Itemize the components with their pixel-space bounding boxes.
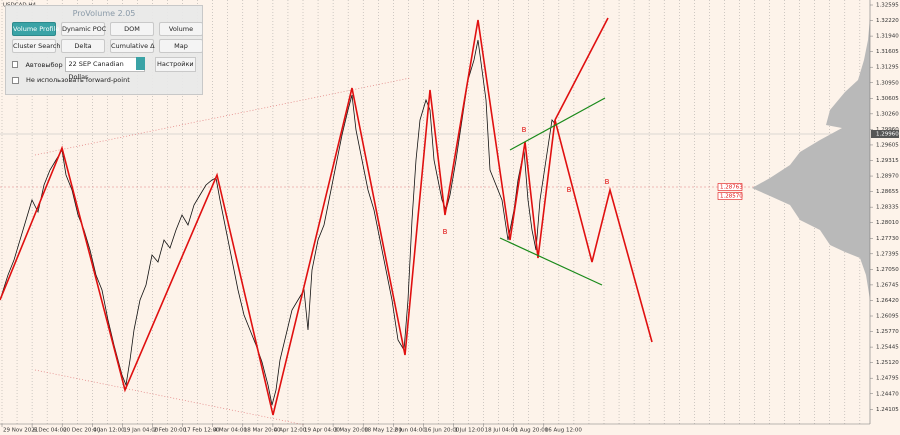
price-label: 1.26420	[876, 298, 899, 304]
panel-button[interactable]: Volume	[159, 22, 203, 36]
time-label: 1 Aug 20:00	[515, 428, 549, 434]
time-label: 19 Jan 04:00	[123, 428, 158, 434]
provolume-panel: ProVolume 2.05 Volume Profile Dynamic POC…	[5, 5, 203, 95]
price-label: 1.31605	[876, 49, 899, 55]
panel-button[interactable]: Dynamic POC	[61, 22, 106, 36]
panel-button[interactable]: Delta	[61, 39, 105, 53]
wave-label: B	[522, 126, 527, 134]
channel-line	[34, 77, 411, 156]
price-label: 1.25445	[876, 345, 899, 351]
time-label: 2 Jun 04:00	[394, 428, 426, 434]
time-label: 4 Jan 12:00	[93, 428, 125, 434]
price-label: 1.28335	[876, 205, 899, 211]
time-label: 17 Feb 12:00	[184, 428, 221, 434]
checkbox[interactable]	[12, 61, 19, 68]
wave-label: B	[567, 186, 572, 194]
price-label: 1.26095	[876, 314, 899, 320]
price-label: 1.26745	[876, 282, 899, 288]
panel-button[interactable]: Map	[159, 39, 203, 53]
price-label: 1.29960	[876, 127, 899, 133]
price-label: 1.27395	[876, 251, 899, 257]
axes: 1.32595 1.32220 1.31940 1.31605 1.31295 1.309…	[1, 3, 899, 434]
trend-line	[499, 237, 603, 286]
panel-button[interactable]: DOM	[110, 22, 154, 36]
channel-line	[34, 369, 306, 426]
settings-button[interactable]: Настройки	[154, 57, 196, 72]
price-label: 1.24470	[876, 391, 899, 397]
price-label: 1.30260	[876, 111, 899, 117]
wave-label: B	[443, 228, 448, 236]
time-label: 20 Dec 20:00	[63, 428, 100, 434]
price-series	[0, 39, 557, 406]
price-label: 1.29315	[876, 158, 899, 164]
row: Автовыбор 22 SEP Canadian Dollar Настрой…	[6, 53, 202, 81]
time-label: 2 Feb 20:00	[154, 428, 187, 434]
price-label: 1.32595	[876, 3, 899, 9]
time-label: 4 Mar 04:00	[214, 428, 248, 434]
label: Не использовать forward-point	[26, 76, 130, 84]
wave-line	[0, 19, 653, 416]
price-marker-box	[717, 183, 743, 191]
projection-line	[554, 17, 609, 121]
time-label: 3 May 20:00	[334, 428, 369, 434]
price-marker: 1.28570	[720, 194, 743, 200]
price-label: 1.29605	[876, 142, 899, 148]
price-label: 1.25770	[876, 329, 899, 335]
volume-profile	[752, 18, 870, 300]
time-label: 18 Mar 20:00	[244, 428, 281, 434]
button-grid: Volume Profile Dynamic POC DOM Volume Cluste…	[6, 22, 203, 53]
current-price-box	[871, 130, 899, 138]
price-label: 1.30950	[876, 80, 899, 86]
panel-button[interactable]: Volume Profile	[12, 22, 59, 36]
checkbox[interactable]	[12, 76, 19, 84]
price-label: 1.25120	[876, 360, 899, 366]
time-label: 6 Dec 04:00	[33, 428, 67, 434]
panel-button[interactable]: Cumulative Δ	[110, 39, 155, 53]
price-label: 1.31295	[876, 65, 899, 71]
price-label: 1.27050	[876, 267, 899, 273]
contract-select[interactable]: 22 SEP Canadian Dollar	[65, 57, 145, 81]
price-label: 1.30605	[876, 96, 899, 102]
time-label: 16 Jun 20:00	[424, 428, 459, 434]
current-price: 1.29960	[876, 132, 899, 138]
price-marker-box	[717, 192, 743, 200]
price-label: 1.27730	[876, 236, 899, 242]
row: Не использовать forward-point	[6, 72, 202, 84]
price-label: 1.24105	[876, 407, 899, 413]
panel-title: ProVolume 2.05	[72, 9, 136, 18]
wave-label: B	[605, 178, 610, 186]
time-label: 1 Jul 12:00	[455, 428, 485, 434]
time-label: 18 Jul 04:00	[485, 428, 518, 434]
time-label: 16 Aug 12:00	[545, 428, 583, 434]
price-label: 1.32220	[876, 18, 899, 24]
trend-line	[509, 97, 606, 151]
price-label: 1.28970	[876, 174, 899, 180]
price-marker: 1.28763	[720, 185, 743, 191]
price-label: 1.28655	[876, 189, 899, 195]
time-label: 29 Nov 2021	[3, 428, 38, 434]
label: Автовыбор	[25, 60, 63, 69]
price-label: 1.28010	[876, 220, 899, 226]
price-label: 1.24795	[876, 376, 899, 382]
time-label: 19 Apr 04:00	[304, 428, 340, 434]
time-label: 18 May 12:00	[364, 428, 402, 434]
time-label: 4 Apr 12:00	[274, 428, 307, 434]
price-label: 1.31940	[876, 34, 899, 40]
panel-button[interactable]: Cluster Search	[12, 39, 60, 53]
